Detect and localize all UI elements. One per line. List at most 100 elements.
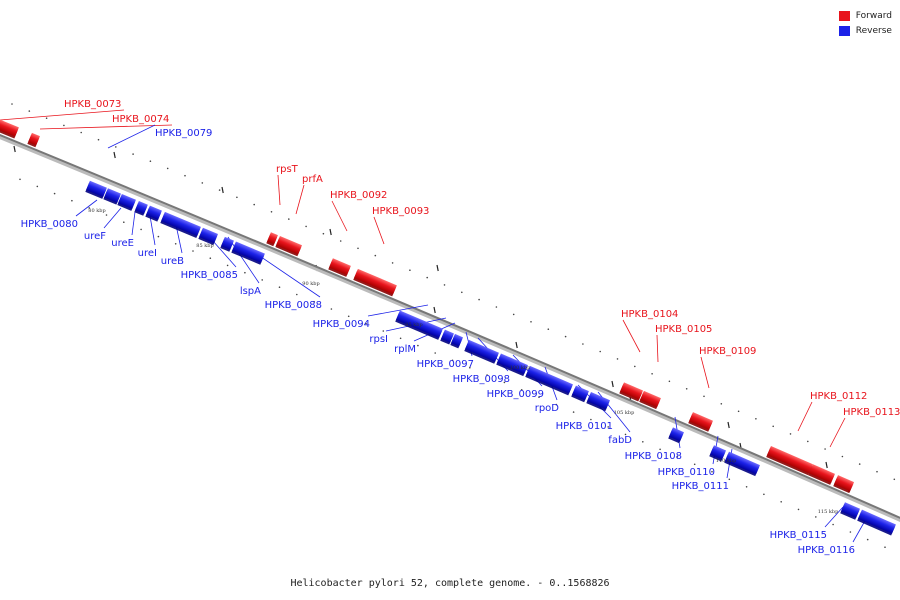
gene-label-hpkb-0073[interactable]: HPKB_0073 (64, 99, 121, 110)
gene-label-fabd[interactable]: fabD (608, 435, 632, 446)
leader-line (277, 174, 281, 206)
gene-label-rplm[interactable]: rplM (394, 344, 416, 355)
minor-tick-dot (772, 425, 774, 428)
gene-label-uree[interactable]: ureE (111, 238, 134, 249)
minor-tick-dot (19, 178, 21, 181)
gene-label-ureb[interactable]: ureB (161, 256, 184, 267)
forward-swatch (838, 10, 850, 21)
legend-label-forward: Forward (855, 10, 892, 21)
minor-tick-dot (520, 389, 523, 391)
leader-line (227, 236, 260, 284)
minor-tick-dot (832, 523, 834, 526)
minor-tick-dot (797, 508, 800, 511)
minor-tick-dot (737, 410, 740, 413)
gene-label-hpkb-0097[interactable]: HPKB_0097 (417, 359, 474, 370)
minor-tick-dot (45, 117, 48, 119)
gene-label-hpkb-0115[interactable]: HPKB_0115 (770, 530, 827, 541)
gene-label-hpkb-0099[interactable]: HPKB_0099 (487, 389, 544, 400)
minor-tick-dot (884, 546, 886, 548)
reverse-gene-box (198, 227, 218, 246)
minor-tick-dot (616, 358, 619, 360)
leader-line (103, 207, 122, 229)
major-tick (433, 306, 436, 314)
reverse-gene-box (496, 353, 528, 377)
minor-tick-dot (590, 418, 592, 421)
reverse-gene-box (85, 180, 107, 199)
gene-label-urei[interactable]: ureI (138, 248, 157, 259)
reverse-gene-box (857, 509, 896, 536)
leader-line (622, 319, 641, 353)
gene-label-hpkb-0074[interactable]: HPKB_0074 (112, 114, 169, 125)
forward-gene-box (833, 475, 855, 494)
genome-backbone (0, 133, 900, 519)
gene-label-hpkb-0105[interactable]: HPKB_0105 (655, 324, 712, 335)
gene-label-hpkb-0108[interactable]: HPKB_0108 (625, 451, 682, 462)
minor-tick-dot (236, 196, 238, 199)
minor-tick-dot (443, 284, 446, 286)
legend-item-reverse: Reverse (838, 23, 892, 38)
gene-label-lspa[interactable]: lspA (240, 286, 261, 297)
forward-gene-box (353, 268, 397, 297)
scale-label: 115 kbp (818, 509, 839, 515)
gene-label-hpkb-0101[interactable]: HPKB_0101 (556, 421, 613, 432)
gene-label-hpkb-0110[interactable]: HPKB_0110 (658, 467, 715, 478)
minor-tick-dot (564, 335, 567, 338)
gene-label-hpkb-0092[interactable]: HPKB_0092 (330, 190, 387, 201)
minor-tick-dot (807, 440, 809, 443)
minor-tick-dot (347, 315, 350, 318)
gene-label-hpkb-0079[interactable]: HPKB_0079 (155, 128, 212, 139)
minor-tick-dot (192, 250, 194, 252)
reverse-gene-box (103, 188, 121, 205)
gene-label-hpkb-0113[interactable]: HPKB_0113 (843, 407, 900, 418)
gene-label-hpkb-0085[interactable]: HPKB_0085 (181, 270, 238, 281)
gene-label-uref[interactable]: ureF (84, 231, 106, 242)
minor-tick-dot (399, 337, 402, 340)
minor-tick-dot (668, 380, 671, 383)
leader-line (149, 215, 156, 246)
minor-tick-dot (495, 306, 498, 308)
minor-tick-dot (478, 298, 480, 301)
minor-tick-dot (88, 207, 90, 209)
gene-label-hpkb-0088[interactable]: HPKB_0088 (265, 300, 322, 311)
gene-label-prfa[interactable]: prfA (302, 174, 323, 185)
minor-tick-dot (866, 538, 869, 541)
reverse-gene-box (220, 236, 234, 252)
gene-label-hpkb-0112[interactable]: HPKB_0112 (810, 391, 867, 402)
gene-label-hpkb-0098[interactable]: HPKB_0098 (453, 374, 510, 385)
minor-tick-dot (71, 199, 73, 202)
gene-label-hpkb-0094[interactable]: HPKB_0094 (313, 319, 370, 330)
minor-tick-dot (391, 262, 394, 264)
reverse-gene-box (709, 445, 727, 462)
gene-label-hpkb-0111[interactable]: HPKB_0111 (672, 481, 729, 492)
minor-tick-dot (209, 257, 212, 260)
minor-tick-dot (642, 441, 644, 443)
scale-labels: 80 kbp 85 kbp 90 kbp 95 kbp 100 kbp 105 kbp 11… (88, 208, 838, 515)
minor-tick-dot (434, 352, 437, 354)
minor-tick-dot (607, 426, 609, 428)
forward-gene-box (619, 382, 644, 402)
gene-label-hpkb-0093[interactable]: HPKB_0093 (372, 206, 429, 217)
gene-label-rpst[interactable]: rpsT (276, 164, 299, 175)
gene-label-hpkb-0109[interactable]: HPKB_0109 (699, 346, 756, 357)
minor-tick-dot (538, 396, 540, 399)
minor-tick-dot (530, 321, 532, 323)
reverse-gene-box (145, 205, 162, 222)
gene-label-rpod[interactable]: rpoD (535, 403, 560, 414)
reverse-gene-box (450, 333, 464, 349)
forward-gene-box (688, 412, 713, 432)
minor-tick-dot (174, 243, 177, 245)
minor-tick-dot (374, 254, 377, 257)
gene-label-hpkb-0080[interactable]: HPKB_0080 (21, 219, 78, 230)
reverse-gene-box (464, 339, 499, 364)
minor-tick-dot (555, 403, 558, 406)
leader-line (367, 304, 429, 317)
gene-label-hpkb-0104[interactable]: HPKB_0104 (621, 309, 678, 320)
gene-label-rpsi[interactable]: rpsI (369, 334, 388, 345)
minor-tick-dot (201, 182, 204, 184)
forward-gene-box (328, 258, 351, 277)
gene-label-hpkb-0116[interactable]: HPKB_0116 (798, 545, 855, 556)
minor-tick-dot (634, 365, 636, 368)
minor-tick-dot (296, 293, 298, 296)
reverse-gene-box (571, 385, 589, 403)
